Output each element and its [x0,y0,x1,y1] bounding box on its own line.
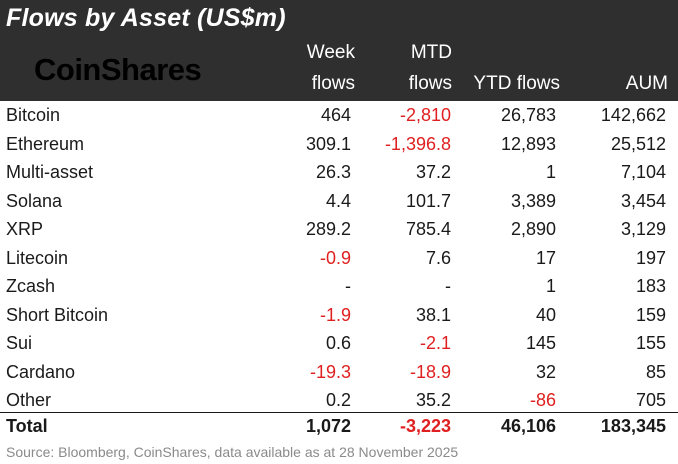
week-flows-cell: 464 [320,105,351,125]
week-flows-cell: -0.9 [319,247,351,268]
total-mtd: -3,223 [399,416,451,436]
ytd-flows-cell: 145 [525,333,556,353]
table-row: Ethereum 309.1 -1,396.8 12,893 25,512 [0,130,678,159]
source-note: Source: Bloomberg, CoinShares, data avai… [6,444,459,460]
total-ytd: 46,106 [500,416,556,436]
asset-name-cell: Solana [6,190,63,211]
week-flows-cell: - [345,276,351,296]
aum-cell: 159 [635,304,666,325]
aum-cell: 7,104 [620,162,666,182]
ytd-flows-cell: 3,389 [510,190,556,211]
mtd-flows-cell: 38.1 [415,304,451,325]
asset-name-cell: Sui [6,333,33,353]
total-aum: 183,345 [600,416,666,436]
ytd-flows-cell: 26,783 [500,105,556,125]
mtd-flows-cell: -2.1 [419,333,451,353]
mtd-flows-cell: 35.2 [415,390,451,410]
ytd-flows-cell: 1 [545,162,556,182]
asset-name-cell: Short Bitcoin [6,304,109,325]
ytd-flows-cell: 2,890 [510,219,556,239]
week-flows-cell: 309.1 [305,133,351,154]
asset-name-cell: Cardano [6,361,76,382]
header-week-line2: flows [311,73,355,94]
header-mtd-line1: MTD [410,42,452,63]
header-week-line1: Week [306,42,355,63]
week-flows-cell: -19.3 [309,361,351,382]
mtd-flows-cell: - [445,276,451,296]
coinshares-logo: CoinShares [34,52,202,87]
aum-cell: 197 [635,247,666,268]
header-ytd: YTD flows [473,73,560,94]
asset-name-cell: Litecoin [6,247,69,268]
week-flows-cell: 4.4 [325,190,351,211]
mtd-flows-cell: 785.4 [405,219,451,239]
total-label: Total [6,416,48,436]
mtd-flows-cell: -1,396.8 [384,133,451,154]
asset-name-cell: Other [6,390,52,410]
week-flows-cell: -1.9 [319,304,351,325]
aum-cell: 142,662 [600,105,666,125]
aum-cell: 85 [645,361,666,382]
aum-cell: 705 [635,390,666,410]
table-row: Bitcoin 464 -2,810 26,783 142,662 [0,101,678,130]
asset-name-cell: Ethereum [6,133,85,154]
week-flows-cell: 0.2 [325,390,351,410]
ytd-flows-cell: -86 [529,390,556,410]
total-row: Total 1,072 -3,223 46,106 183,345 [0,412,678,441]
ytd-flows-cell: 32 [535,361,556,382]
table-row: XRP 289.2 785.4 2,890 3,129 [0,215,678,244]
total-week: 1,072 [305,416,351,436]
ytd-flows-cell: 17 [535,247,556,268]
table-row: Zcash - - 1 183 [0,272,678,301]
aum-cell: 155 [635,333,666,353]
mtd-flows-cell: 101.7 [405,190,451,211]
table-row: Solana 4.4 101.7 3,389 3,454 [0,187,678,216]
aum-cell: 25,512 [610,133,666,154]
asset-name-cell: Bitcoin [6,105,61,125]
ytd-flows-cell: 40 [535,304,556,325]
week-flows-cell: 289.2 [305,219,351,239]
table-row: Short Bitcoin -1.9 38.1 40 159 [0,301,678,330]
header-mtd-line2: flows [408,73,452,94]
table-row: Litecoin -0.9 7.6 17 197 [0,244,678,273]
table-row: Sui 0.6 -2.1 145 155 [0,329,678,358]
page-title: Flows by Asset (US$m) [6,4,286,32]
asset-name-cell: Zcash [6,276,56,296]
header-aum: AUM [625,73,668,94]
mtd-flows-cell: -18.9 [409,361,451,382]
table-row: Cardano -19.3 -18.9 32 85 [0,358,678,387]
asset-name-cell: XRP [6,219,44,239]
table-body: Bitcoin 464 -2,810 26,783 142,662 Ethereum 309… [0,101,678,415]
aum-cell: 183 [635,276,666,296]
mtd-flows-cell: 37.2 [415,162,451,182]
mtd-flows-cell: -2,810 [399,105,451,125]
table-row: Multi-asset 26.3 37.2 1 7,104 [0,158,678,187]
ytd-flows-cell: 1 [545,276,556,296]
table-row: Other 0.2 35.2 -86 705 [0,386,678,415]
week-flows-cell: 0.6 [325,333,351,353]
ytd-flows-cell: 12,893 [500,133,556,154]
aum-cell: 3,129 [620,219,666,239]
mtd-flows-cell: 7.6 [425,247,451,268]
aum-cell: 3,454 [620,190,666,211]
week-flows-cell: 26.3 [315,162,351,182]
table-header: Flows by Asset (US$m) CoinShares Week fl… [0,0,678,101]
asset-name-cell: Multi-asset [6,162,94,182]
